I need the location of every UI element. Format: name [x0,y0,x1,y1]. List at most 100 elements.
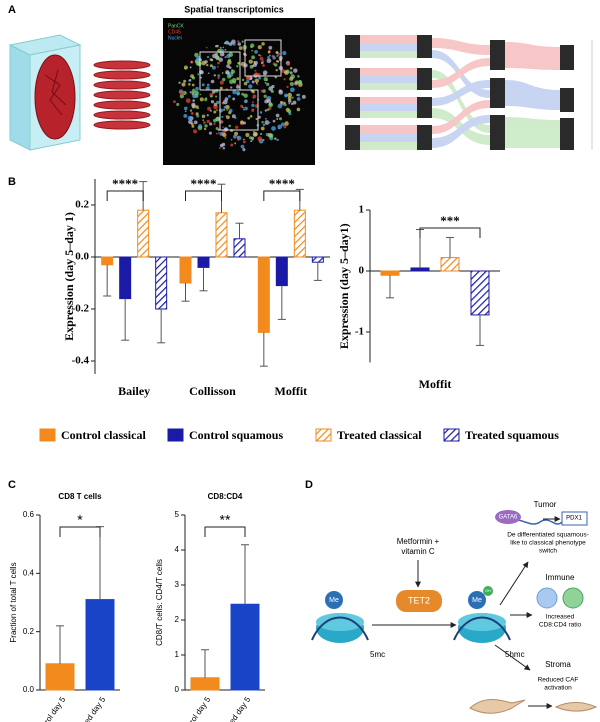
tissue-speckle [289,66,293,70]
bar [215,212,228,258]
tissue-speckle [224,136,227,139]
tissue-speckle [242,148,246,152]
y-tick-label: 1 [175,650,180,659]
tissue-speckle [210,79,215,84]
tissue-speckle [253,130,255,133]
bar [137,209,150,258]
y-tick-label: 0.2 [23,627,35,636]
tissue-speckle [215,95,218,98]
tissue-speckle [192,88,195,91]
tissue-speckle [189,78,192,81]
tissue-speckle [243,121,247,125]
panel-a-title: Spatial transcriptomics [184,4,284,14]
tissue-speckle [209,122,213,126]
tissue-speckle [258,115,261,119]
tissue-speckle [230,69,236,74]
significance-bracket [106,190,144,201]
enzyme [396,590,442,612]
tissue-speckle [251,90,255,94]
tissue-speckle [190,60,193,63]
tissue-speckle [225,70,230,75]
tissue-speckle [237,42,242,46]
tissue-speckle [293,68,298,73]
tissue-speckle [263,76,268,82]
tissue-speckle [238,46,243,50]
tissue-speckle [276,138,279,142]
tissue-speckle [250,45,253,49]
tissue-speckle [226,108,229,111]
tissue-speckle [236,65,239,68]
significance-bracket [185,190,222,201]
tissue-speckle [246,79,250,84]
tissue-speckle [187,115,193,121]
tumor-title: Tumor [534,500,557,509]
bar [293,209,306,258]
tissue-speckle [272,119,276,123]
immune-title: Immune [546,573,575,582]
tissue-speckle [223,105,227,109]
significance-label: * [77,512,83,528]
x-tick-label: Control day 5 [33,695,68,722]
tissue-speckle [201,83,205,87]
tumor-text: like to classical phenotype [510,540,586,547]
immune-text: CD8:CD4 ratio [539,622,582,629]
tissue-speckle [296,97,301,101]
tissue-speckle [263,94,267,98]
y-axis-label: Expression (day 5–day 1) [62,212,76,341]
tissue-speckle [206,63,209,67]
tissue-speckle [262,60,265,63]
tissue-speckle [276,55,279,57]
tissue-speckle [243,93,248,98]
tissue-speckle [267,50,271,54]
legend-swatch [39,428,56,442]
bar [179,256,192,284]
tissue-speckle [226,74,232,79]
tissue-speckle [264,120,270,125]
tissue-speckle [288,102,291,105]
y-axis-label: Fraction of total T cells [9,562,18,642]
tissue-speckle [213,110,217,114]
tissue-speckle [232,97,236,101]
hydroxyl-label: OH [485,588,491,593]
tissue-speckle [189,109,193,112]
tissue-speckle [219,132,224,136]
tissue-speckle [207,106,211,111]
y-tick-label: -0.4 [72,355,90,367]
tissue-speckle [256,83,259,86]
tissue-speckle [219,46,222,49]
significance-label: *** [440,213,460,228]
tissue-speckle [234,142,237,145]
legend-label: Treated classical [337,428,422,442]
tissue-speckle [191,89,196,93]
tissue-speckle [219,86,223,90]
tissue-speckle [215,127,219,131]
methyl-label: Me [472,597,482,604]
y-tick-label: 5 [175,510,180,519]
tissue-speckle [199,93,202,96]
tissue-speckle [274,137,277,140]
tissue-speckle [205,46,208,49]
y-tick-label: 3 [175,580,180,589]
tissue-speckle [181,82,186,87]
y-tick-label: 0.4 [23,568,35,577]
tissue-speckle [216,66,219,68]
tissue-speckle [206,114,209,117]
y-tick-label: 0 [175,685,180,694]
bar [440,257,460,272]
bar [101,256,114,266]
tissue-speckle [195,112,199,116]
tissue-speckle [193,120,198,125]
tissue-speckle [222,147,226,150]
tissue-speckle [237,40,240,43]
gene-b [561,511,588,526]
tissue-speckle [215,52,218,56]
significance-bracket [263,190,301,201]
tissue-speckle [289,81,294,87]
tissue-speckle [277,124,283,129]
legend-swatch [315,428,332,442]
tissue-speckle [284,94,287,97]
tissue-speckle [188,119,193,125]
tissue-speckle [232,90,237,95]
tissue-speckle [217,76,220,80]
